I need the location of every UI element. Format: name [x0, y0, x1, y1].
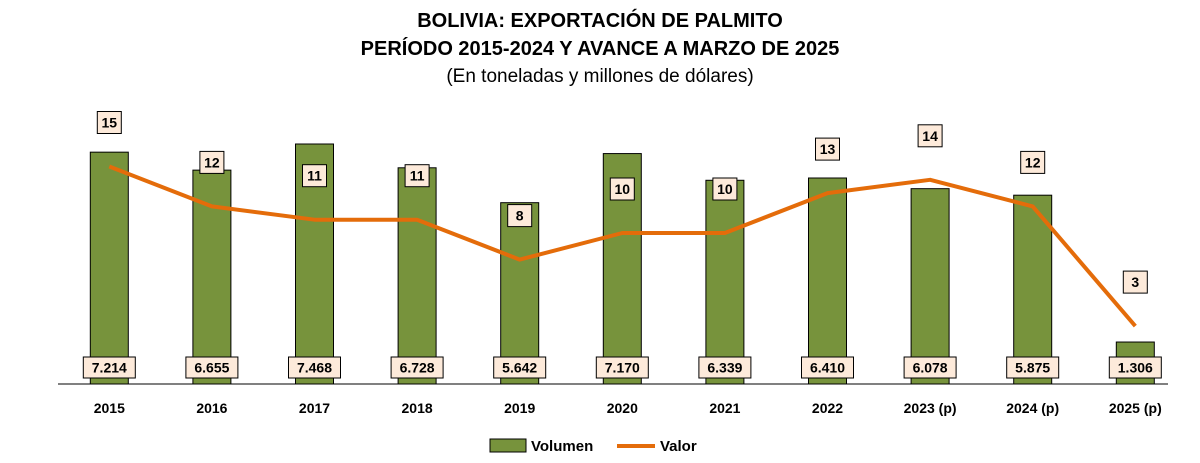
- x-tick-label: 2015: [94, 400, 125, 416]
- x-tick-labels: 2015 2016 2017 2018 2019 2020 2021 2022 2023 (p)…: [94, 400, 1162, 416]
- x-tick-label: 2016: [196, 400, 227, 416]
- value-label-box: [302, 164, 327, 188]
- bar-label-box: [903, 356, 957, 379]
- bar-2018: [397, 167, 437, 385]
- x-tick-label: 2024 (p): [1006, 400, 1059, 416]
- value-label: 10: [615, 181, 631, 197]
- value-label-box: [712, 177, 738, 201]
- legend: Volumen Valor: [489, 438, 697, 455]
- bar-label: 7.214: [92, 360, 127, 376]
- bar-label: 6.339: [707, 360, 742, 376]
- value-label: 15: [102, 115, 118, 131]
- chart-title: BOLIVIA: EXPORTACIÓN DE PALMITO: [417, 8, 783, 32]
- value-label-box: [1020, 150, 1046, 174]
- value-label-box: [917, 124, 943, 148]
- bar-label-box: [1006, 356, 1060, 379]
- value-label: 12: [204, 154, 220, 170]
- bar-label-box: [801, 356, 854, 379]
- value-label-box: [96, 111, 122, 134]
- bar-2024 (p): [1013, 194, 1053, 385]
- bar-label-box: [390, 356, 444, 379]
- value-label-box: [815, 137, 840, 161]
- value-label: 14: [922, 128, 938, 144]
- value-label-box: [609, 177, 635, 201]
- volume-labels: 7.214 6.655 7.468 6.728 5.642 7.170 6.339 6.410…: [82, 356, 1162, 379]
- bar-label: 5.642: [502, 360, 537, 376]
- x-tick-label: 2023 (p): [904, 400, 957, 416]
- bar-label-box: [288, 356, 341, 379]
- bar-2023 (p): [910, 188, 950, 385]
- value-label: 11: [307, 168, 322, 184]
- bar-label: 6.410: [810, 360, 845, 376]
- bar-label-box: [82, 356, 136, 379]
- x-tick-label: 2021: [709, 400, 740, 416]
- value-label: 8: [516, 208, 524, 224]
- legend-valor-label: Valor: [660, 438, 697, 455]
- bar-2015: [89, 151, 129, 385]
- bar-2021: [705, 179, 745, 385]
- legend-volumen-swatch: [489, 438, 527, 453]
- value-label-box: [199, 150, 225, 174]
- bar-label-box: [493, 356, 547, 379]
- value-label-box: [507, 204, 533, 228]
- bar-label: 7.170: [605, 360, 640, 376]
- bar-label-box: [185, 356, 239, 379]
- chart-title-line2: PERÍODO 2015-2024 Y AVANCE A MARZO DE 20…: [361, 37, 840, 60]
- value-label: 10: [717, 181, 733, 197]
- bar-label-box: [698, 356, 752, 379]
- value-label: 3: [1131, 274, 1139, 290]
- x-tick-label: 2019: [504, 400, 535, 416]
- value-label: 12: [1025, 154, 1041, 170]
- bar-label: 7.468: [297, 360, 332, 376]
- x-tick-label: 2025 (p): [1109, 400, 1162, 416]
- bar-label: 1.306: [1118, 360, 1153, 376]
- legend-volumen-label: Volumen: [531, 438, 593, 455]
- bar-2022: [808, 177, 847, 385]
- bar-label-box: [1108, 356, 1162, 379]
- value-label: 11: [410, 168, 425, 184]
- value-series-line: [108, 164, 1137, 328]
- bar-label-box: [595, 356, 649, 379]
- x-tick-label: 2020: [607, 400, 638, 416]
- bar-label: 6.078: [913, 360, 948, 376]
- value-label: 13: [820, 141, 836, 157]
- value-label-box: [404, 164, 430, 188]
- bar-label: 5.875: [1015, 360, 1050, 376]
- bar-label: 6.728: [400, 360, 435, 376]
- x-tick-label: 2022: [812, 400, 843, 416]
- chart-subtitle: (En toneladas y millones de dólares): [446, 66, 753, 87]
- value-labels: 15 12 11 11 8 10 10 13 14 12 3: [96, 111, 1148, 294]
- value-label-box: [1122, 270, 1148, 294]
- bar-label: 6.655: [194, 360, 229, 376]
- value-line: [108, 164, 1137, 328]
- x-tick-label: 2018: [402, 400, 433, 416]
- x-tick-label: 2017: [299, 400, 330, 416]
